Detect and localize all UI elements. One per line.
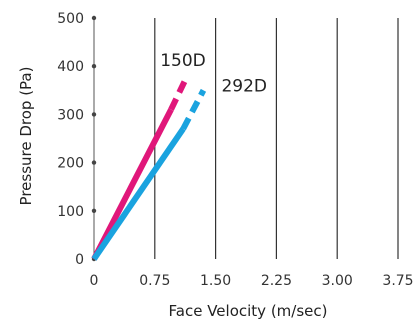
axes bbox=[91, 15, 97, 262]
x-tick-label: 1.50 bbox=[200, 273, 231, 289]
x-tick-label: 3.75 bbox=[382, 273, 413, 289]
x-tick-label: 0 bbox=[90, 273, 99, 289]
series-line-solid bbox=[91, 108, 174, 261]
y-tick-label: 200 bbox=[57, 156, 84, 172]
y-tick-label: 0 bbox=[75, 252, 84, 268]
x-axis-label: Face Velocity (m/sec) bbox=[169, 302, 328, 320]
series-label: 150D bbox=[160, 51, 206, 71]
series-label: 292D bbox=[221, 76, 267, 96]
y-tick-label: 300 bbox=[57, 107, 84, 123]
y-tick-mark bbox=[91, 63, 97, 69]
tick-labels: 0 0.75 1.50 2.25 3.00 3.75 0 100 200 300 400 500 150… bbox=[57, 11, 413, 289]
y-tick-mark bbox=[91, 112, 97, 117]
y-axis-label: Pressure Drop (Pa) bbox=[17, 67, 35, 206]
series-line-solid bbox=[91, 127, 186, 261]
x-tick-label: 3.00 bbox=[322, 273, 353, 289]
grid-lines bbox=[154, 18, 399, 259]
series-line-dashed bbox=[168, 74, 190, 111]
y-tick-mark bbox=[91, 160, 97, 165]
y-tick-mark bbox=[91, 15, 97, 21]
series-lines bbox=[91, 74, 207, 261]
series-line-dashed bbox=[180, 88, 207, 131]
y-tick-mark bbox=[91, 208, 97, 213]
x-tick-label: 2.25 bbox=[261, 273, 292, 289]
y-tick-label: 500 bbox=[57, 11, 84, 27]
y-tick-label: 400 bbox=[57, 59, 84, 75]
x-tick-label: 0.75 bbox=[139, 273, 170, 289]
y-tick-label: 100 bbox=[57, 204, 84, 220]
